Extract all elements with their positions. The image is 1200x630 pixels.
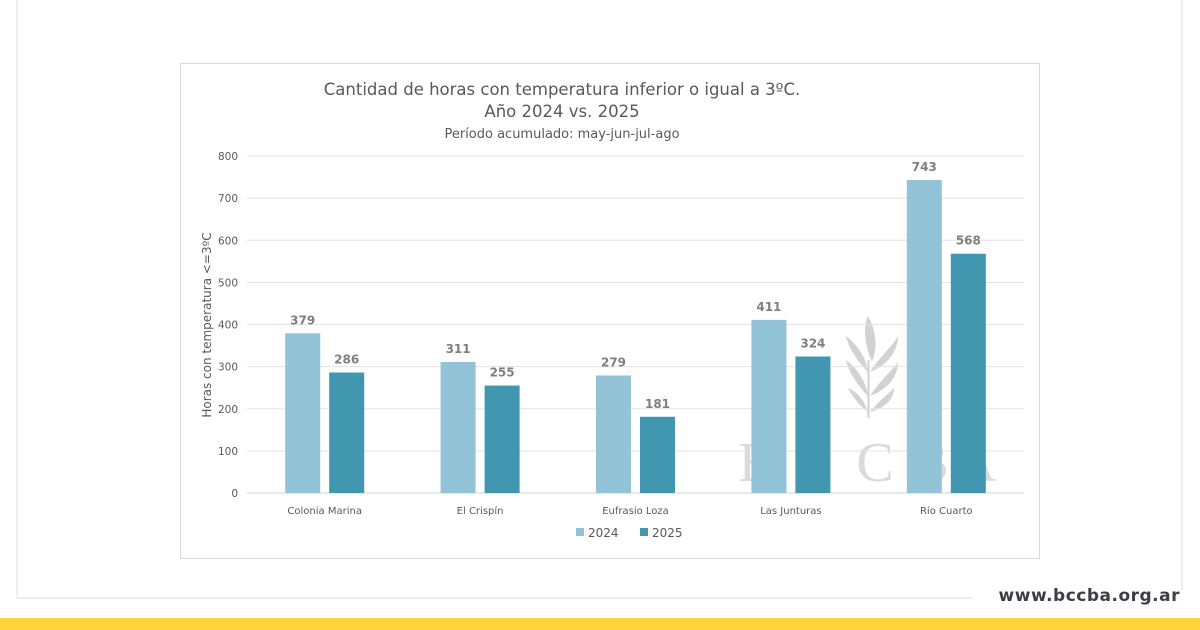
legend-swatch-2024 xyxy=(576,528,584,536)
bar-2024 xyxy=(285,333,321,493)
data-label: 311 xyxy=(446,342,471,356)
y-tick-label: 400 xyxy=(218,320,238,332)
watermark-letter: C xyxy=(856,432,893,494)
bars: 379 286 311 255 279 181 411 324 743 568 xyxy=(285,160,986,494)
data-label: 255 xyxy=(490,366,515,380)
legend-label: 2024 xyxy=(588,526,619,540)
x-tick-label: Eufrasio Loza xyxy=(602,506,669,517)
chart-subtitle: Año 2024 vs. 2025 xyxy=(484,102,639,121)
data-label: 286 xyxy=(334,353,359,367)
x-tick-label: Colonia Marina xyxy=(287,506,362,517)
bar-2025 xyxy=(484,385,520,493)
gridlines xyxy=(247,155,1024,494)
x-tick-label: Las Junturas xyxy=(760,506,821,517)
y-axis-label: Horas con temperatura <=3ºC xyxy=(200,232,214,417)
bar-2024 xyxy=(440,361,476,493)
y-tick-labels: 0 100 200 300 400 500 600 700 800 xyxy=(218,151,238,500)
chart-period: Período acumulado: may-jun-jul-ago xyxy=(444,127,679,142)
data-label: 743 xyxy=(912,160,937,174)
legend-swatch-2025 xyxy=(640,528,648,536)
x-tick-labels: Colonia Marina El Crispín Eufrasio Loza Las… xyxy=(287,505,972,517)
chart-title: Cantidad de horas con temperatura inferi… xyxy=(324,80,800,99)
data-label: 324 xyxy=(800,337,825,351)
footer-bar xyxy=(0,618,1200,630)
y-tick-label: 100 xyxy=(218,446,238,458)
card-edge-mask xyxy=(973,590,1200,610)
bar-2025 xyxy=(795,356,831,493)
x-tick-label: Río Cuarto xyxy=(920,505,973,517)
legend-label: 2025 xyxy=(652,526,683,540)
bar-2025 xyxy=(640,416,675,493)
bar-2025 xyxy=(950,253,986,493)
y-tick-label: 0 xyxy=(231,488,238,500)
bar-2024 xyxy=(906,180,942,494)
wheat-icon xyxy=(846,316,898,418)
data-label: 568 xyxy=(956,234,981,248)
x-tick-label: El Crispín xyxy=(457,505,504,517)
y-tick-label: 700 xyxy=(218,193,238,205)
y-tick-label: 300 xyxy=(218,362,238,374)
y-tick-label: 500 xyxy=(218,277,238,289)
bar-2025 xyxy=(329,372,365,493)
bar-2024 xyxy=(596,375,631,493)
y-tick-label: 200 xyxy=(218,404,238,416)
data-label: 279 xyxy=(601,355,626,369)
y-tick-label: 800 xyxy=(218,151,238,163)
y-tick-label: 600 xyxy=(218,235,238,247)
data-label: 379 xyxy=(290,313,315,327)
website-url[interactable]: www.bccba.org.ar xyxy=(998,586,1180,606)
legend: 2024 2025 xyxy=(576,526,683,540)
data-label: 411 xyxy=(756,300,781,314)
data-label: 181 xyxy=(645,397,670,411)
bar-2024 xyxy=(751,319,787,493)
